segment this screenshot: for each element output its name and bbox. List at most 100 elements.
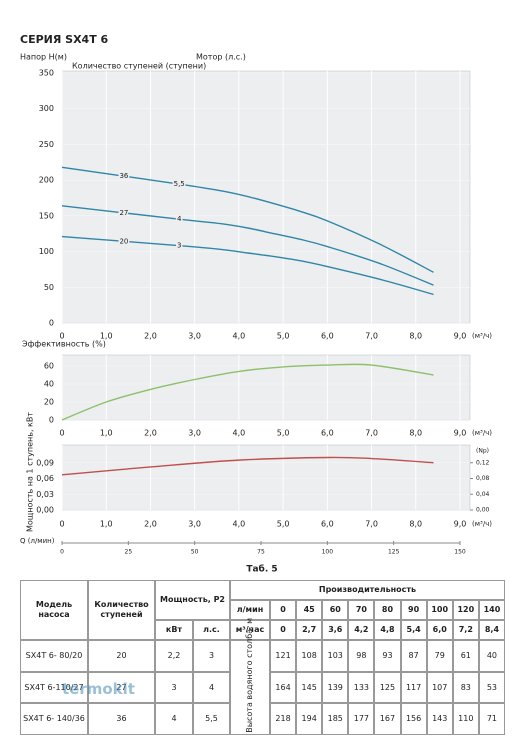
y2-tick-label: 0,04 xyxy=(476,491,490,498)
x-tick-label: 3,0 xyxy=(188,332,201,341)
x-tick-label: 8,0 xyxy=(409,520,422,529)
table-cell: 177 xyxy=(348,703,375,735)
y-tick-label: 50 xyxy=(44,283,54,292)
x-tick-label: 6,0 xyxy=(321,332,334,341)
curve-label: 5,5 xyxy=(174,180,185,188)
table-cell: 60 xyxy=(322,600,349,620)
cell-text: 156 xyxy=(405,714,422,724)
cell-text: 20 xyxy=(116,651,127,661)
table-cell: 61 xyxy=(452,640,479,672)
y2-tick-label: 0,00 xyxy=(476,507,490,514)
x-tick-label: 0 xyxy=(59,429,64,438)
table-cell: 140 xyxy=(478,600,505,620)
table-cell: 4 xyxy=(193,672,230,703)
cell-text: 53 xyxy=(486,682,498,692)
q-tick-label: 150 xyxy=(454,549,466,556)
q-tick-label: 0 xyxy=(60,549,64,556)
table-cell: 120 xyxy=(452,600,479,620)
table-cell: 0 xyxy=(270,620,297,640)
cell-text: 121 xyxy=(275,651,291,661)
cell-text: 27 xyxy=(116,682,127,692)
x-tick-label: 4,0 xyxy=(233,429,246,438)
table-cell: SX4T 6-110/27 xyxy=(20,672,88,703)
table-cell: 3 xyxy=(193,640,230,672)
table-cell: 133 xyxy=(348,672,375,703)
y-tick-label: 0,06 xyxy=(36,474,54,483)
x-tick-label: 1,0 xyxy=(100,332,113,341)
table-cell: 143 xyxy=(426,703,453,735)
cell-text: 0 xyxy=(280,625,286,635)
cell-text: 7,2 xyxy=(458,625,473,635)
table-cell: Мощность, P2 xyxy=(155,580,230,620)
q-tick-label: 75 xyxy=(257,549,265,556)
x-unit: (м³/ч) xyxy=(472,332,492,340)
table-cell: 5,4 xyxy=(400,620,427,640)
y-tick-label: 150 xyxy=(39,211,54,220)
watermark: termokit xyxy=(62,680,135,698)
table-cell: Высота водяного столба, м xyxy=(230,618,270,735)
table-cell: 3,6 xyxy=(322,620,349,640)
x-tick-label: 5,0 xyxy=(277,332,290,341)
table-cell: 167 xyxy=(374,703,401,735)
series-line xyxy=(61,166,434,273)
cell-text: 36 xyxy=(116,714,127,724)
y-tick-label: 350 xyxy=(39,69,54,78)
y2-tick-label: 0,12 xyxy=(476,459,490,466)
table-cell: 0 xyxy=(270,600,297,620)
x-tick-label: 1,0 xyxy=(100,520,113,529)
table-cell: SX4T 6- 80/20 xyxy=(20,640,88,672)
cell-text: 177 xyxy=(353,714,370,724)
cell-text: 5,5 xyxy=(205,714,218,724)
cell-text: 80 xyxy=(381,605,394,615)
y2-tick-label: 0,08 xyxy=(476,475,490,482)
x-tick-label: 1,0 xyxy=(100,429,113,438)
curve-label: 4 xyxy=(177,215,182,223)
table-cell: 156 xyxy=(400,703,427,735)
x-tick-label: 7,0 xyxy=(365,332,378,341)
table-cell: 108 xyxy=(296,640,323,672)
x-tick-label: 4,0 xyxy=(233,332,246,341)
cell-text: 2,2 xyxy=(167,651,181,661)
table-cell: 2,2 xyxy=(155,640,193,672)
table-cell: 103 xyxy=(322,640,349,672)
cell-text: 45 xyxy=(303,605,315,615)
cell-text: SX4T 6- 140/36 xyxy=(23,714,85,724)
y-tick-label: 0,09 xyxy=(36,458,54,467)
x-unit: (м³/ч) xyxy=(472,429,492,437)
cell-text: 139 xyxy=(327,682,343,692)
table-cell: 79 xyxy=(426,640,453,672)
q-tick-label: 25 xyxy=(125,549,133,556)
cell-text: 79 xyxy=(434,651,445,661)
y-tick-label: 0 xyxy=(49,319,54,328)
cell-text: кВт xyxy=(165,625,183,635)
table-cell: 185 xyxy=(322,703,349,735)
cell-text: 98 xyxy=(356,651,367,661)
cell-text: 3,6 xyxy=(328,625,343,635)
q-tick-label: 50 xyxy=(191,549,199,556)
table-cell: 70 xyxy=(348,600,375,620)
table-cell: 2,7 xyxy=(296,620,323,640)
x-tick-label: 0 xyxy=(59,332,64,341)
cell-text: 133 xyxy=(353,682,370,692)
cell-text: 70 xyxy=(355,605,367,615)
x-tick-label: 9,0 xyxy=(454,520,467,529)
cell-text: 145 xyxy=(301,682,317,692)
series-line xyxy=(61,363,434,421)
x-tick-label: 5,0 xyxy=(277,429,290,438)
cell-text: 4 xyxy=(208,682,215,692)
table-cell: 218 xyxy=(270,703,297,735)
cell-text: 4 xyxy=(171,714,177,724)
cell-text: 120 xyxy=(457,605,475,615)
cell-text: 4,8 xyxy=(380,625,395,635)
cell-text: л.с. xyxy=(203,625,220,635)
cell-text: 90 xyxy=(408,605,420,615)
table-cell: 53 xyxy=(478,672,505,703)
cell-text: SX4T 6-110/27 xyxy=(24,682,84,692)
series-line xyxy=(61,235,434,296)
cell-text: Модель насоса xyxy=(35,600,73,619)
y-tick-label: 60 xyxy=(44,362,54,371)
stages-label: Количество ступеней (ступени) xyxy=(72,62,206,71)
y-tick-label: 200 xyxy=(39,176,54,185)
cell-text: 3 xyxy=(208,651,215,661)
